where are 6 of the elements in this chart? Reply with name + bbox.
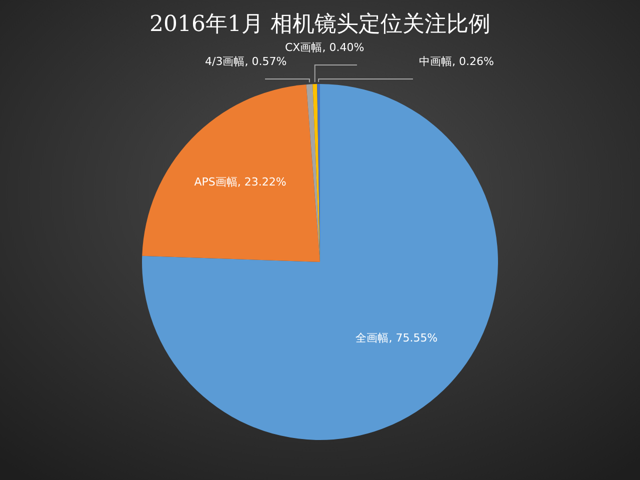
chart-title: 2016年1月 相机镜头定位关注比例 [150,12,490,37]
slice-label: APS画幅, 23.22% [194,176,286,189]
slice-label: 中画幅, 0.26% [419,55,494,68]
slice-label: 4/3画幅, 0.57% [205,55,287,68]
slice-label: CX画幅, 0.40% [285,41,364,54]
slice-label: 全画幅, 75.55% [356,331,438,344]
